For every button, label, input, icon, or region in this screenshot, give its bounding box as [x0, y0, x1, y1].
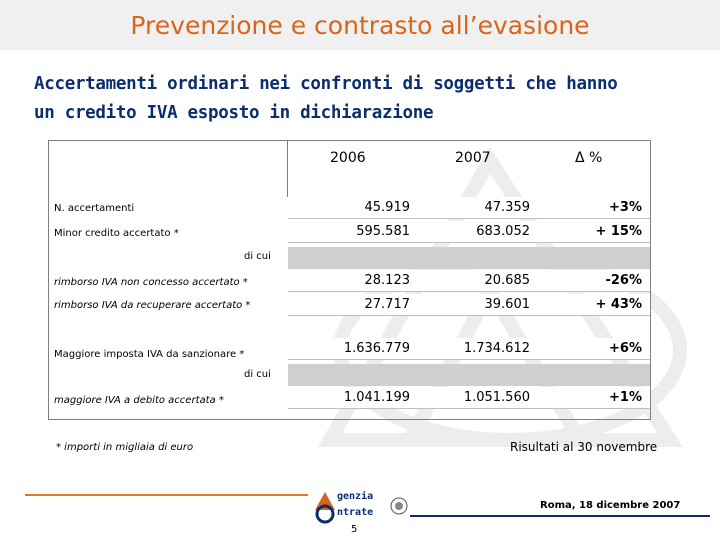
table-header-blank	[48, 140, 288, 197]
value-delta: -26%	[605, 273, 642, 288]
subtitle-line-2: un credito IVA esposto in dichiarazione	[34, 103, 434, 123]
footer-date: Roma, 18 dicembre 2007	[540, 500, 681, 511]
table-row	[288, 221, 650, 243]
title-bar: Prevenzione e contrasto all’evasione	[0, 0, 720, 50]
row-label-n-accertamenti: N. accertamenti	[54, 203, 135, 214]
footer-divider-right	[410, 515, 710, 517]
value-2007: 47.359	[484, 200, 531, 215]
value-2007: 39.601	[484, 297, 531, 312]
value-delta: + 15%	[595, 224, 642, 239]
results-note: Risultati al 30 novembre	[510, 440, 658, 454]
value-delta: +3%	[609, 200, 642, 215]
value-2006: 595.581	[356, 224, 410, 239]
row-label-rimborso-da-recuperare: rimborso IVA da recuperare accertato *	[54, 300, 251, 311]
table-row	[288, 294, 650, 316]
footnote: * importi in migliaia di euro	[56, 442, 194, 453]
page-number: 5	[351, 524, 358, 535]
value-delta: +1%	[609, 390, 642, 405]
di-cui-label: di cui	[244, 369, 271, 380]
value-2006: 45.919	[364, 200, 411, 215]
row-label-minor-credito: Minor credito accertato *	[54, 228, 179, 239]
agenzia-entrate-logo: genzia ntrate	[313, 490, 409, 524]
row-label-maggiore-iva-debito: maggiore IVA a debito accertata *	[54, 395, 224, 406]
logo-text-bottom: ntrate	[337, 507, 374, 518]
table-row	[288, 338, 650, 360]
data-table	[48, 140, 651, 420]
value-2007: 683.052	[476, 224, 530, 239]
column-header-2007: 2007	[455, 150, 491, 166]
logo-text-top: genzia	[337, 491, 374, 502]
value-2006: 1.636.779	[343, 341, 410, 356]
value-2007: 1.734.612	[463, 341, 530, 356]
value-2006: 1.041.199	[343, 390, 410, 405]
value-2006: 28.123	[364, 273, 411, 288]
value-delta: + 43%	[595, 297, 642, 312]
value-delta: +6%	[609, 341, 642, 356]
table-row	[288, 270, 650, 292]
subtitle-line-1: Accertamenti ordinari nei confronti di s…	[34, 74, 618, 94]
column-header-delta: Δ %	[575, 150, 603, 166]
grey-band	[288, 247, 650, 269]
slide-subtitle: Accertamenti ordinari nei confronti di s…	[34, 70, 694, 128]
row-label-maggiore-imposta: Maggiore imposta IVA da sanzionare *	[54, 349, 245, 360]
table-row	[288, 387, 650, 409]
di-cui-label: di cui	[244, 251, 271, 262]
value-2007: 1.051.560	[463, 390, 530, 405]
value-2006: 27.717	[364, 297, 411, 312]
slide-title: Prevenzione e contrasto all’evasione	[130, 10, 590, 40]
row-label-rimborso-non-concesso: rimborso IVA non concesso accertato *	[54, 277, 248, 288]
logo-icon	[315, 492, 408, 524]
footer-divider-left	[25, 494, 308, 496]
value-2007: 20.685	[484, 273, 531, 288]
grey-band	[288, 364, 650, 386]
table-row	[288, 197, 650, 219]
column-header-2006: 2006	[330, 150, 366, 166]
